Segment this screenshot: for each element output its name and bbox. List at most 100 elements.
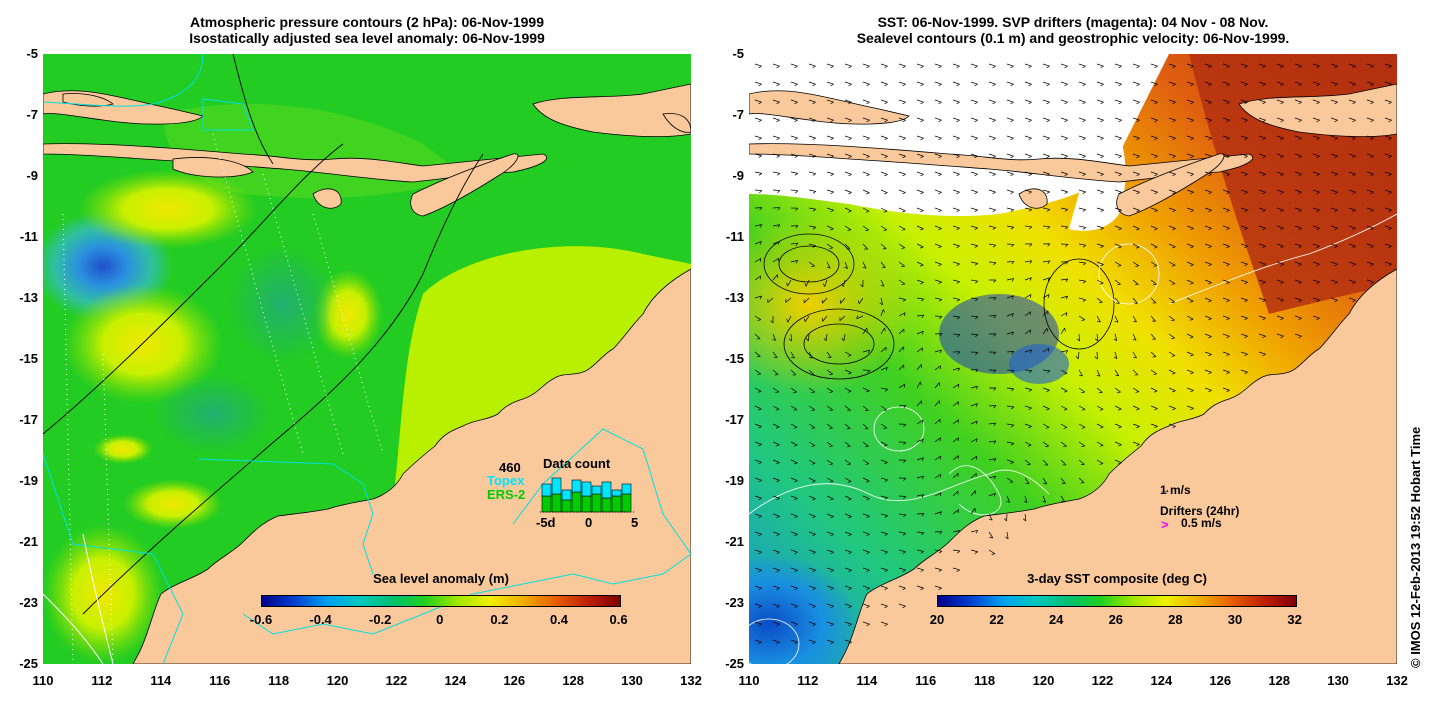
velocity-arrow bbox=[1096, 171, 1104, 177]
left-map-sea-level-anomaly[interactable]: Sea level anomaly (m) -0.6 -0.4 -0.2 0 0.2 0.… bbox=[43, 54, 691, 664]
velocity-arrow bbox=[1042, 260, 1051, 264]
velocity-arrow bbox=[934, 297, 943, 302]
velocity-arrow bbox=[1132, 81, 1140, 87]
velocity-arrow bbox=[1312, 99, 1320, 105]
velocity-arrow bbox=[1258, 225, 1266, 231]
velocity-arrow bbox=[1006, 495, 1011, 503]
velocity-arrow bbox=[1168, 207, 1176, 213]
y-axis-label: -9 bbox=[732, 168, 744, 183]
velocity-arrow bbox=[808, 225, 817, 230]
velocity-arrow bbox=[754, 495, 762, 501]
velocity-arrow bbox=[841, 279, 846, 288]
velocity-arrow bbox=[862, 207, 870, 213]
drifters-speed-label: 0.5 m/s bbox=[1181, 516, 1222, 530]
velocity-arrow bbox=[880, 327, 886, 335]
velocity-arrow bbox=[786, 279, 792, 287]
x-axis-label: 114 bbox=[856, 673, 878, 688]
velocity-arrow bbox=[1240, 135, 1248, 141]
drifter-marker-icon: > bbox=[1161, 517, 1169, 532]
topex-count-bar bbox=[611, 489, 622, 497]
velocity-arrow bbox=[1276, 225, 1284, 231]
velocity-arrow bbox=[1132, 225, 1140, 231]
velocity-arrow bbox=[754, 549, 762, 555]
velocity-arrow bbox=[839, 297, 846, 304]
velocity-arrow bbox=[786, 315, 792, 323]
velocity-arrow bbox=[898, 117, 906, 123]
velocity-arrow bbox=[1096, 225, 1104, 230]
velocity-arrow bbox=[1222, 135, 1230, 141]
velocity-arrow bbox=[808, 351, 813, 359]
velocity-arrow bbox=[1060, 441, 1067, 448]
velocity-arrow bbox=[970, 473, 977, 479]
velocity-arrow bbox=[1060, 350, 1069, 354]
velocity-arrow bbox=[970, 117, 978, 123]
velocity-arrow bbox=[808, 369, 815, 376]
velocity-arrow bbox=[1186, 333, 1194, 339]
velocity-arrow bbox=[1024, 153, 1032, 159]
velocity-arrow bbox=[1186, 351, 1194, 357]
velocity-arrow bbox=[1005, 531, 1009, 540]
right-map-sst[interactable]: → 1 m/s Drifters (24hr) > 0.5 m/s 3-day … bbox=[749, 54, 1397, 664]
velocity-arrow bbox=[916, 494, 925, 498]
velocity-arrow bbox=[1096, 81, 1104, 87]
velocity-arrow bbox=[916, 419, 924, 425]
velocity-arrow bbox=[1312, 135, 1320, 141]
velocity-arrow bbox=[1078, 135, 1086, 141]
velocity-arrow bbox=[952, 171, 960, 177]
velocity-arrow bbox=[1204, 315, 1212, 321]
velocity-arrow bbox=[1114, 225, 1122, 231]
velocity-arrow bbox=[1024, 423, 1032, 429]
velocity-arrow bbox=[808, 99, 816, 105]
velocity-arrow bbox=[1060, 405, 1068, 411]
velocity-arrow bbox=[1150, 261, 1158, 267]
velocity-arrow bbox=[1258, 189, 1266, 195]
velocity-arrow bbox=[1348, 81, 1356, 87]
velocity-arrow bbox=[970, 81, 978, 87]
velocity-arrow bbox=[1204, 99, 1212, 105]
velocity-arrow bbox=[790, 567, 798, 573]
velocity-arrow bbox=[1168, 171, 1176, 177]
velocity-arrow bbox=[808, 207, 817, 212]
y-axis-label: -19 bbox=[725, 473, 744, 488]
velocity-arrow bbox=[1150, 333, 1156, 340]
velocity-arrow bbox=[1312, 189, 1320, 195]
velocity-arrow bbox=[1024, 189, 1032, 194]
velocity-arrow bbox=[1024, 329, 1031, 335]
velocity-arrow bbox=[988, 458, 997, 462]
velocity-arrow bbox=[790, 171, 799, 176]
velocity-arrow bbox=[1132, 63, 1140, 69]
velocity-arrow bbox=[1096, 99, 1104, 105]
velocity-arrow bbox=[952, 189, 960, 195]
velocity-arrow bbox=[1186, 117, 1194, 123]
velocity-arrow bbox=[1060, 261, 1069, 265]
velocity-arrow bbox=[1096, 279, 1104, 285]
velocity-arrow bbox=[934, 99, 942, 105]
velocity-arrow bbox=[916, 381, 922, 389]
velocity-arrow bbox=[1078, 441, 1086, 447]
velocity-arrow bbox=[1114, 243, 1122, 249]
velocity-arrow bbox=[1024, 405, 1032, 410]
velocity-arrow bbox=[916, 207, 924, 213]
y-axis-label: -25 bbox=[19, 656, 38, 671]
velocity-arrow bbox=[916, 364, 923, 371]
velocity-arrow bbox=[808, 441, 816, 447]
velocity-arrow bbox=[1384, 135, 1392, 141]
velocity-arrow bbox=[898, 477, 907, 481]
velocity-arrow bbox=[826, 513, 834, 519]
velocity-arrow bbox=[880, 135, 888, 141]
velocity-arrow bbox=[1276, 315, 1284, 321]
velocity-arrow bbox=[862, 495, 870, 501]
left-map-canvas bbox=[43, 54, 691, 664]
velocity-arrow bbox=[952, 351, 961, 355]
velocity-arrow bbox=[1186, 261, 1194, 267]
velocity-arrow bbox=[1150, 351, 1157, 358]
velocity-arrow bbox=[1294, 81, 1302, 87]
velocity-arrow bbox=[934, 135, 942, 141]
velocity-arrow bbox=[898, 423, 907, 427]
velocity-arrow bbox=[754, 81, 762, 87]
velocity-arrow bbox=[1006, 351, 1015, 355]
velocity-arrow bbox=[1168, 315, 1175, 322]
colorbar-tick-label: 24 bbox=[1048, 612, 1064, 627]
velocity-arrow bbox=[952, 333, 961, 338]
velocity-arrow bbox=[1096, 135, 1104, 141]
